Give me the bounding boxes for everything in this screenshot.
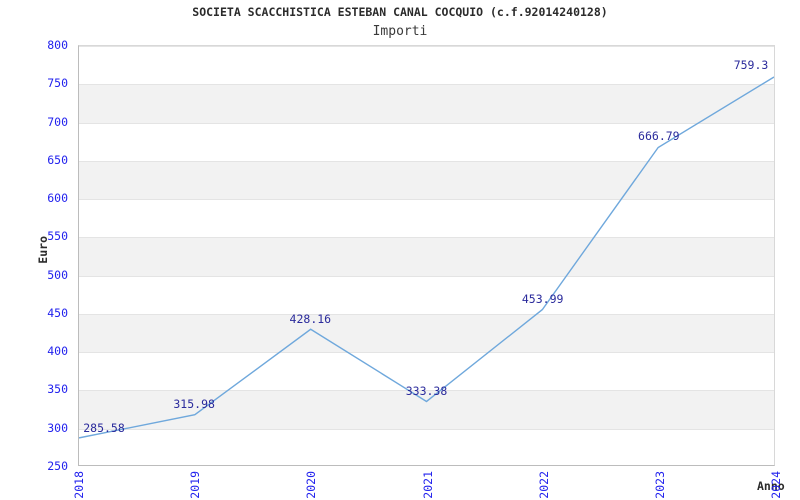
y-tick-label: 350 <box>47 382 68 397</box>
gridline <box>79 237 774 239</box>
data-point-label: 453.99 <box>521 291 564 306</box>
data-point-label: 428.16 <box>289 311 332 326</box>
gridline <box>79 352 774 354</box>
y-tick-label: 700 <box>47 114 68 129</box>
x-tick-label: 2023 <box>652 471 667 499</box>
x-axis-label: Anno <box>757 479 785 493</box>
series-line <box>79 76 774 439</box>
x-tick-label: 2022 <box>536 471 551 499</box>
gridline <box>79 199 774 201</box>
y-tick-label: 800 <box>47 38 68 52</box>
grid-band <box>79 84 774 123</box>
chart-title: SOCIETA SCACCHISTICA ESTEBAN CANAL COCQU… <box>192 5 608 19</box>
grid-band <box>79 313 774 353</box>
gridline <box>79 84 774 86</box>
y-tick-label: 450 <box>47 305 68 320</box>
chart-subtitle: Importi <box>372 24 428 39</box>
data-point-label: 333.38 <box>405 384 448 399</box>
gridline <box>79 390 774 392</box>
grid-band <box>79 160 774 200</box>
y-tick-label: 500 <box>47 267 68 282</box>
x-tick-label: 2020 <box>304 471 319 499</box>
data-point-label: 315.98 <box>173 397 215 412</box>
grid-band <box>79 237 774 276</box>
gridline <box>79 46 774 47</box>
gridline <box>79 160 774 162</box>
data-point-label: 666.79 <box>638 128 680 143</box>
y-tick-label: 300 <box>47 420 68 435</box>
gridline <box>79 275 774 277</box>
gridline <box>79 122 774 124</box>
gridline <box>79 313 774 315</box>
y-tick-label: 400 <box>47 344 68 359</box>
x-tick-label: 2018 <box>72 471 86 499</box>
plot-area <box>78 45 775 466</box>
gridline <box>79 428 774 430</box>
x-tick-label: 2021 <box>420 471 435 499</box>
line-series <box>79 76 774 439</box>
y-tick-label: 650 <box>47 152 68 167</box>
y-tick-label: 250 <box>47 459 68 473</box>
data-point-label: 285.58 <box>83 420 125 435</box>
y-tick-label: 550 <box>47 229 68 244</box>
grid-band <box>79 390 774 429</box>
x-tick-label: 2024 <box>769 471 783 499</box>
x-tick-label: 2019 <box>188 471 203 499</box>
y-tick-label: 600 <box>47 191 68 206</box>
y-tick-label: 750 <box>47 76 68 91</box>
data-point-label: 759.3 <box>733 58 769 73</box>
